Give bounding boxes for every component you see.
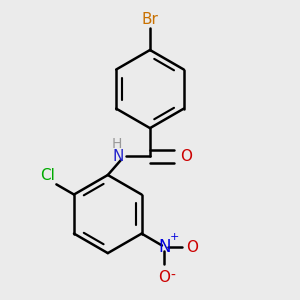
Text: O: O bbox=[186, 239, 198, 254]
Text: N: N bbox=[158, 238, 171, 256]
Text: -: - bbox=[171, 269, 176, 283]
Text: O: O bbox=[158, 270, 170, 285]
Text: N: N bbox=[112, 149, 123, 164]
Text: +: + bbox=[170, 232, 179, 242]
Text: Br: Br bbox=[142, 12, 158, 27]
Text: H: H bbox=[111, 136, 122, 151]
Text: Cl: Cl bbox=[40, 168, 55, 183]
Text: O: O bbox=[180, 149, 192, 164]
